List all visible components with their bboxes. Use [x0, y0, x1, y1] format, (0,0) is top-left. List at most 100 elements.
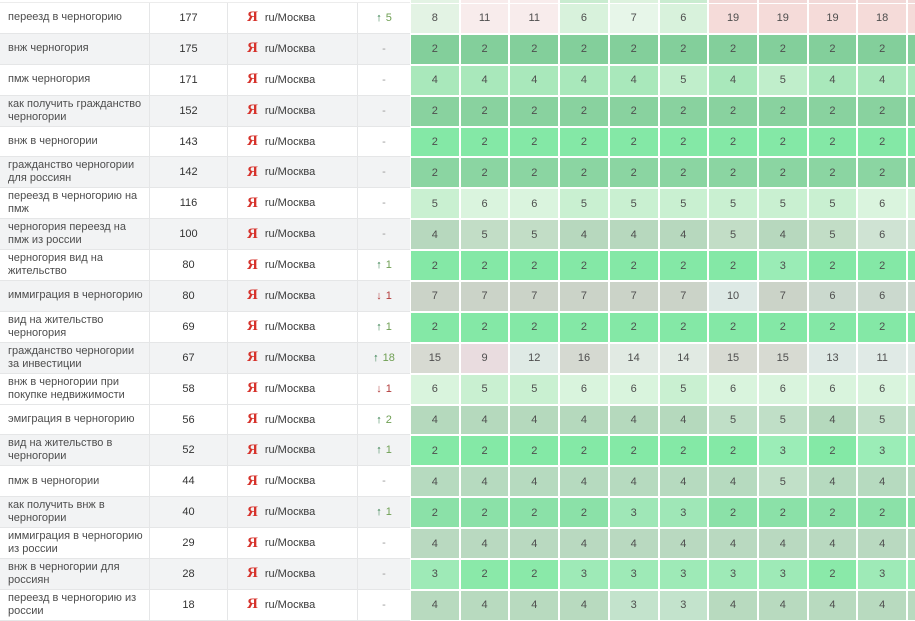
- position-cell[interactable]: 2: [858, 34, 907, 64]
- position-cell[interactable]: 2: [808, 436, 857, 466]
- position-cell[interactable]: 4: [460, 529, 509, 559]
- position-cell[interactable]: 4: [510, 405, 559, 435]
- position-cell[interactable]: 2: [510, 498, 559, 528]
- position-cell[interactable]: 2: [510, 436, 559, 466]
- position-cell[interactable]: 5: [411, 189, 459, 219]
- position-cell[interactable]: 9: [460, 343, 509, 373]
- position-cell[interactable]: 4: [460, 590, 509, 620]
- position-cell[interactable]: 2: [609, 127, 658, 157]
- position-cell[interactable]: 2: [858, 96, 907, 126]
- position-cell[interactable]: 2: [808, 251, 857, 281]
- position-cell[interactable]: 2: [510, 158, 559, 188]
- position-cell[interactable]: 4: [659, 405, 708, 435]
- position-cell[interactable]: 4: [709, 467, 757, 497]
- position-cell[interactable]: 5: [808, 189, 857, 219]
- position-cell[interactable]: 4: [411, 65, 459, 95]
- position-cell[interactable]: 2: [609, 158, 658, 188]
- position-cell[interactable]: 4: [858, 590, 907, 620]
- position-cell[interactable]: 3: [758, 560, 807, 589]
- position-cell[interactable]: 19: [808, 4, 857, 33]
- position-cell[interactable]: 6: [758, 374, 807, 404]
- position-cell[interactable]: 2: [460, 498, 509, 528]
- position-cell[interactable]: 13: [808, 343, 857, 373]
- position-cell[interactable]: 2: [560, 498, 608, 528]
- position-cell[interactable]: 2: [609, 436, 658, 466]
- keyword-cell[interactable]: вид на жительство черногория: [0, 311, 150, 343]
- position-cell[interactable]: 4: [560, 220, 608, 250]
- position-cell[interactable]: 2: [858, 312, 907, 342]
- position-cell[interactable]: 2: [460, 34, 509, 64]
- position-cell[interactable]: 4: [510, 529, 559, 559]
- position-cell[interactable]: 2: [858, 127, 907, 157]
- position-cell[interactable]: 8: [411, 4, 459, 33]
- position-cell[interactable]: 2: [709, 498, 757, 528]
- position-cell[interactable]: 2: [709, 436, 757, 466]
- position-cell[interactable]: 6: [659, 4, 708, 33]
- position-cell[interactable]: 5: [709, 405, 757, 435]
- position-cell[interactable]: 5: [659, 189, 708, 219]
- position-cell[interactable]: 2: [411, 312, 459, 342]
- position-cell[interactable]: 4: [659, 529, 708, 559]
- position-cell[interactable]: 4: [709, 529, 757, 559]
- position-cell[interactable]: 4: [758, 220, 807, 250]
- position-cell[interactable]: 3: [609, 498, 658, 528]
- position-cell[interactable]: 2: [758, 498, 807, 528]
- position-cell[interactable]: 3: [709, 560, 757, 589]
- position-cell[interactable]: 5: [510, 374, 559, 404]
- keyword-cell[interactable]: переезд в черногорию на пмж: [0, 188, 150, 220]
- position-cell[interactable]: 4: [758, 529, 807, 559]
- keyword-cell[interactable]: иммиграция в черногорию из россии: [0, 528, 150, 560]
- position-cell[interactable]: 3: [758, 251, 807, 281]
- position-cell[interactable]: 18: [858, 4, 907, 33]
- position-cell[interactable]: 4: [808, 405, 857, 435]
- position-cell[interactable]: 2: [460, 312, 509, 342]
- position-cell[interactable]: 2: [659, 127, 708, 157]
- position-cell[interactable]: 14: [609, 343, 658, 373]
- position-cell[interactable]: 2: [510, 34, 559, 64]
- position-cell[interactable]: 2: [709, 158, 757, 188]
- position-cell[interactable]: 7: [510, 282, 559, 311]
- keyword-cell[interactable]: гражданство черногории за инвестиции: [0, 342, 150, 374]
- position-cell[interactable]: 11: [460, 4, 509, 33]
- position-cell[interactable]: 2: [659, 251, 708, 281]
- position-cell[interactable]: 6: [808, 374, 857, 404]
- position-cell[interactable]: 2: [659, 436, 708, 466]
- position-cell[interactable]: 4: [659, 220, 708, 250]
- position-cell[interactable]: 4: [858, 65, 907, 95]
- keyword-cell[interactable]: переезд в черногорию из россии: [0, 589, 150, 621]
- position-cell[interactable]: 2: [510, 127, 559, 157]
- keyword-cell[interactable]: пмж черногория: [0, 64, 150, 96]
- position-cell[interactable]: 4: [609, 220, 658, 250]
- position-cell[interactable]: 4: [609, 65, 658, 95]
- position-cell[interactable]: 2: [411, 127, 459, 157]
- position-cell[interactable]: 4: [560, 529, 608, 559]
- position-cell[interactable]: 4: [411, 590, 459, 620]
- position-cell[interactable]: 12: [510, 343, 559, 373]
- position-cell[interactable]: 5: [709, 189, 757, 219]
- keyword-cell[interactable]: внж черногория: [0, 33, 150, 65]
- position-cell[interactable]: 4: [709, 65, 757, 95]
- position-cell[interactable]: 5: [758, 405, 807, 435]
- position-cell[interactable]: 6: [411, 374, 459, 404]
- keyword-cell[interactable]: внж в черногории при покупке недвижимост…: [0, 373, 150, 405]
- position-cell[interactable]: 2: [659, 96, 708, 126]
- position-cell[interactable]: 19: [709, 4, 757, 33]
- position-cell[interactable]: 2: [510, 251, 559, 281]
- position-cell[interactable]: 3: [609, 590, 658, 620]
- position-cell[interactable]: 4: [411, 220, 459, 250]
- position-cell[interactable]: 6: [560, 4, 608, 33]
- position-cell[interactable]: 14: [659, 343, 708, 373]
- position-cell[interactable]: 6: [858, 374, 907, 404]
- position-cell[interactable]: 4: [560, 65, 608, 95]
- position-cell[interactable]: 2: [709, 251, 757, 281]
- position-cell[interactable]: 5: [460, 374, 509, 404]
- keyword-cell[interactable]: иммиграция в черногорию: [0, 281, 150, 312]
- position-cell[interactable]: 2: [609, 251, 658, 281]
- position-cell[interactable]: 2: [560, 312, 608, 342]
- position-cell[interactable]: 4: [808, 65, 857, 95]
- position-cell[interactable]: 4: [808, 590, 857, 620]
- position-cell[interactable]: 2: [758, 312, 807, 342]
- position-cell[interactable]: 6: [808, 282, 857, 311]
- position-cell[interactable]: 7: [411, 282, 459, 311]
- position-cell[interactable]: 3: [560, 560, 608, 589]
